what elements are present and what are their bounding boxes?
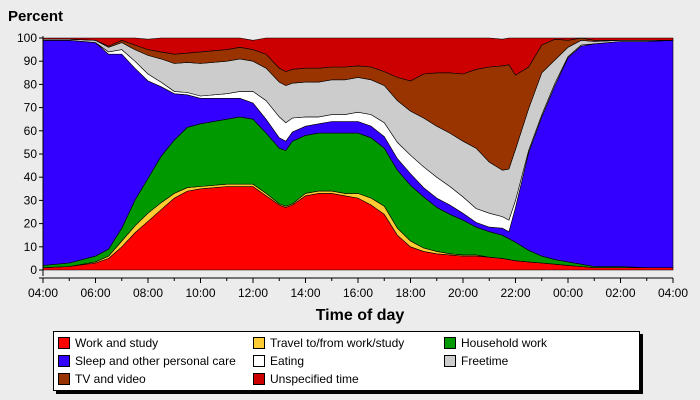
y-tick-label: 100 (17, 31, 37, 45)
x-tick-label: 12:00 (238, 286, 268, 300)
y-tick-label: 40 (24, 170, 38, 184)
y-tick-label: 90 (24, 54, 38, 68)
y-tick-label: 20 (24, 217, 38, 231)
y-tick-label: 70 (24, 101, 38, 115)
x-tick-label: 04:00 (658, 286, 688, 300)
legend-label: Eating (270, 354, 305, 368)
y-tick-label: 80 (24, 77, 38, 91)
x-tick-label: 16:00 (343, 286, 373, 300)
axes: 0 10 20 30 40 50 60 70 80 90 100 04:00 06:00 08:00 10:… (17, 31, 688, 300)
legend-label: Unspecified time (270, 372, 359, 386)
y-axis-label: Percent (8, 8, 63, 25)
legend-item: TV and video (58, 370, 146, 388)
legend-item: Household work (444, 334, 547, 352)
x-axis-label: Time of day (316, 307, 405, 324)
y-tick-label: 50 (24, 147, 38, 161)
legend-swatch (444, 355, 456, 367)
x-tick-label: 04:00 (28, 286, 58, 300)
plot-area (42, 37, 674, 271)
x-tick-label: 08:00 (133, 286, 163, 300)
legend-item: Unspecified time (253, 370, 359, 388)
legend-swatch (253, 373, 265, 385)
legend-item: Eating (253, 352, 304, 370)
x-tick-label: 22:00 (500, 286, 530, 300)
chart-legend: Work and study Travel to/from work/study H… (53, 331, 640, 391)
y-tick-label: 0 (30, 263, 37, 277)
y-tick-label: 60 (24, 124, 38, 138)
y-tick-label: 10 (24, 240, 38, 254)
area-series-7 (42, 37, 674, 82)
x-tick-label: 10:00 (185, 286, 215, 300)
legend-swatch (253, 355, 265, 367)
legend-label: Work and study (75, 336, 159, 350)
x-tick-label: 06:00 (80, 286, 110, 300)
legend-swatch (253, 337, 265, 349)
x-tick-label: 00:00 (553, 286, 583, 300)
x-tick-label: 14:00 (290, 286, 320, 300)
legend-label: Freetime (461, 354, 509, 368)
legend-label: Sleep and other personal care (75, 354, 236, 368)
legend-swatch (58, 337, 70, 349)
legend-label: Travel to/from work/study (270, 336, 405, 350)
legend-item: Travel to/from work/study (253, 334, 404, 352)
y-tick-label: 30 (24, 193, 38, 207)
legend-swatch (58, 373, 70, 385)
legend-swatch (444, 337, 456, 349)
stacked-area-chart: 0 10 20 30 40 50 60 70 80 90 100 04:00 06:00 08:00 10:… (8, 8, 688, 324)
x-tick-label: 02:00 (605, 286, 635, 300)
legend-swatch (58, 355, 70, 367)
legend-label: TV and video (75, 372, 146, 386)
x-tick-label: 20:00 (448, 286, 478, 300)
x-tick-label: 18:00 (395, 286, 425, 300)
legend-item: Work and study (58, 334, 158, 352)
legend-label: Household work (461, 336, 548, 350)
legend-item: Sleep and other personal care (58, 352, 236, 370)
legend-item: Freetime (444, 352, 508, 370)
